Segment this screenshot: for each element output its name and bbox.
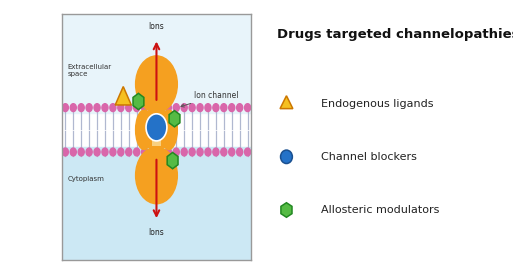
Text: Channel blockers: Channel blockers — [321, 152, 417, 162]
Circle shape — [133, 104, 140, 111]
Circle shape — [205, 104, 211, 111]
Circle shape — [213, 104, 219, 111]
Circle shape — [245, 148, 251, 156]
Circle shape — [205, 148, 211, 156]
Circle shape — [173, 148, 180, 156]
Text: Extracellular
space: Extracellular space — [67, 64, 111, 78]
Circle shape — [110, 104, 116, 111]
Polygon shape — [133, 93, 144, 109]
Circle shape — [181, 104, 187, 111]
Ellipse shape — [135, 147, 177, 204]
Circle shape — [236, 104, 243, 111]
Circle shape — [78, 104, 84, 111]
Circle shape — [70, 148, 76, 156]
Circle shape — [165, 148, 171, 156]
Circle shape — [229, 104, 235, 111]
Polygon shape — [167, 153, 178, 169]
Text: Ions: Ions — [149, 228, 164, 237]
Polygon shape — [281, 203, 292, 217]
Circle shape — [236, 148, 243, 156]
Ellipse shape — [160, 110, 177, 150]
Text: Ions: Ions — [149, 22, 164, 31]
Circle shape — [118, 104, 124, 111]
Circle shape — [213, 148, 219, 156]
FancyBboxPatch shape — [152, 114, 161, 146]
Circle shape — [142, 104, 148, 111]
Circle shape — [149, 104, 155, 111]
Circle shape — [245, 104, 251, 111]
Circle shape — [197, 104, 203, 111]
Circle shape — [157, 104, 164, 111]
Circle shape — [110, 148, 116, 156]
Polygon shape — [115, 87, 131, 105]
Circle shape — [102, 148, 108, 156]
Circle shape — [197, 148, 203, 156]
Circle shape — [62, 148, 68, 156]
Text: Ion channel: Ion channel — [181, 91, 239, 107]
Circle shape — [221, 104, 227, 111]
Text: Drugs targeted channelopathies: Drugs targeted channelopathies — [277, 28, 513, 41]
Circle shape — [173, 104, 180, 111]
Circle shape — [157, 148, 164, 156]
Circle shape — [94, 104, 100, 111]
Polygon shape — [280, 96, 293, 109]
Circle shape — [70, 104, 76, 111]
Circle shape — [149, 148, 155, 156]
Circle shape — [126, 104, 132, 111]
FancyBboxPatch shape — [144, 111, 169, 148]
Circle shape — [181, 148, 187, 156]
Circle shape — [126, 148, 132, 156]
Ellipse shape — [135, 110, 153, 150]
Circle shape — [189, 148, 195, 156]
Circle shape — [78, 148, 84, 156]
Circle shape — [118, 148, 124, 156]
Circle shape — [86, 104, 92, 111]
Text: Endogenous ligands: Endogenous ligands — [321, 99, 433, 109]
Circle shape — [94, 148, 100, 156]
Circle shape — [165, 104, 171, 111]
Circle shape — [281, 150, 292, 164]
Circle shape — [62, 104, 68, 111]
Circle shape — [146, 114, 167, 141]
Circle shape — [86, 148, 92, 156]
Circle shape — [133, 148, 140, 156]
Circle shape — [142, 148, 148, 156]
Circle shape — [229, 148, 235, 156]
Text: Allosteric modulators: Allosteric modulators — [321, 205, 439, 215]
Circle shape — [102, 104, 108, 111]
Circle shape — [221, 148, 227, 156]
Circle shape — [189, 104, 195, 111]
Text: Cytoplasm: Cytoplasm — [67, 176, 104, 182]
Polygon shape — [169, 111, 180, 127]
Ellipse shape — [135, 56, 177, 113]
